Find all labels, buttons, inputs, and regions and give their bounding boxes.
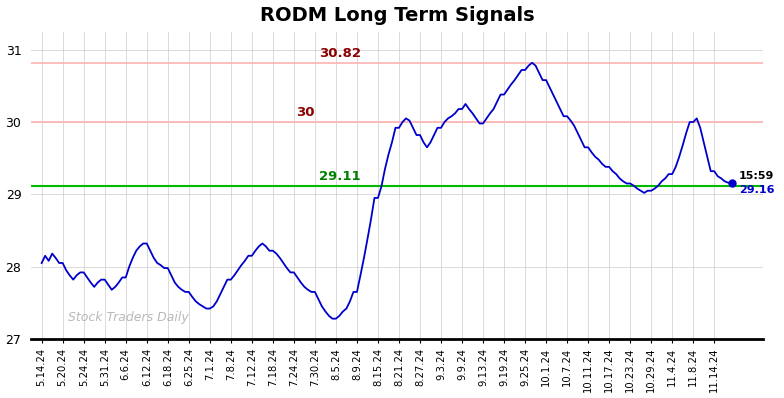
Text: 29.16: 29.16 — [739, 185, 775, 195]
Title: RODM Long Term Signals: RODM Long Term Signals — [260, 6, 535, 25]
Text: 29.11: 29.11 — [319, 170, 361, 183]
Text: Stock Traders Daily: Stock Traders Daily — [67, 310, 188, 324]
Text: 30: 30 — [296, 106, 314, 119]
Text: 15:59: 15:59 — [739, 170, 774, 181]
Text: 30.82: 30.82 — [319, 47, 361, 60]
